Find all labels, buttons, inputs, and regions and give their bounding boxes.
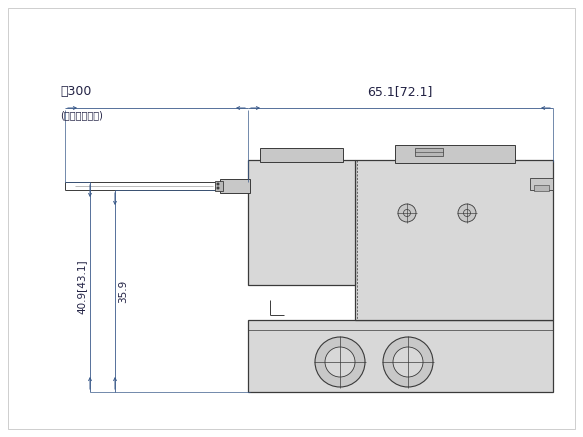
Bar bbox=[215, 181, 223, 191]
Bar bbox=[415, 148, 443, 156]
Text: 65.1[72.1]: 65.1[72.1] bbox=[367, 85, 433, 98]
Text: (リード線長さ): (リード線長さ) bbox=[60, 110, 103, 120]
Circle shape bbox=[383, 337, 433, 387]
Text: 35.9: 35.9 bbox=[118, 279, 128, 303]
Bar bbox=[534, 185, 549, 191]
Circle shape bbox=[315, 337, 365, 387]
Bar bbox=[220, 179, 250, 193]
Bar bbox=[248, 320, 553, 392]
Circle shape bbox=[393, 347, 423, 377]
Bar bbox=[260, 148, 343, 162]
Bar bbox=[248, 160, 355, 285]
Circle shape bbox=[325, 347, 355, 377]
Bar bbox=[395, 145, 515, 163]
Circle shape bbox=[398, 204, 416, 222]
Circle shape bbox=[458, 204, 476, 222]
Bar bbox=[355, 160, 553, 320]
Circle shape bbox=[217, 183, 219, 185]
Bar bbox=[530, 178, 553, 190]
Text: 約300: 約300 bbox=[60, 85, 92, 98]
Circle shape bbox=[217, 187, 219, 189]
Text: 40.9[43.1]: 40.9[43.1] bbox=[77, 260, 87, 314]
